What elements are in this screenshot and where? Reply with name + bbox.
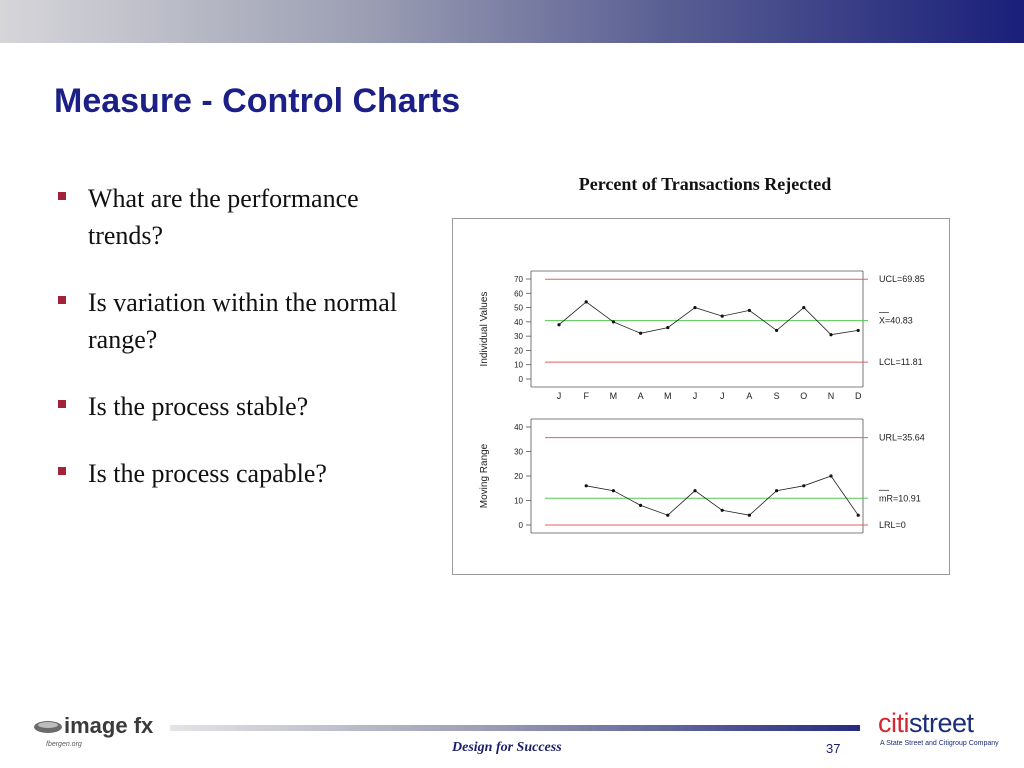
individuals-y-tick-label: 20: [514, 346, 523, 355]
individuals-reference-label: UCL=69.85: [879, 274, 925, 284]
imagefx-logo-sub: fbergen.org: [46, 741, 82, 748]
bullet-item: Is variation within the normal range?: [58, 284, 398, 358]
moving-range-data-point: [775, 489, 779, 493]
individuals-y-axis-label: Individual Values: [479, 292, 490, 367]
bullet-item: Is the process stable?: [58, 388, 398, 425]
individuals-data-point: [611, 320, 615, 324]
individuals-x-tick-label: J: [693, 391, 698, 401]
imagefx-logo-graphic: image fx fbergen.org: [34, 713, 154, 748]
individuals-data-point: [747, 308, 751, 313]
individuals-x-tick-label: S: [774, 391, 780, 401]
bullet-text: Is variation within the normal range?: [88, 288, 398, 354]
individuals-x-tick-label: A: [746, 391, 752, 401]
individuals-data-point: [775, 328, 779, 333]
individuals-reference-label: LCL=11.81: [879, 357, 923, 367]
individuals-x-tick-label: N: [828, 391, 835, 401]
moving-range-data-point: [802, 484, 806, 488]
individuals-y-tick-label: 0: [519, 375, 524, 384]
citistreet-wordmark-part1: citi: [878, 708, 910, 738]
moving-range-y-tick-label: 10: [514, 497, 523, 506]
bullet-item: Is the process capable?: [58, 455, 398, 492]
bullet-square-icon: [58, 192, 66, 200]
citistreet-wordmark-part2: street: [909, 708, 974, 738]
moving-range-data-point: [829, 474, 833, 478]
moving-range-data-point: [747, 513, 751, 517]
individuals-y-tick-label: 70: [514, 275, 523, 284]
individuals-data-point: [720, 314, 724, 318]
footer-gradient-line: [170, 725, 860, 731]
individuals-x-tick-label: M: [610, 391, 618, 401]
moving-range-data-point: [611, 489, 615, 493]
individuals-data-point: [829, 333, 833, 337]
moving-range-y-tick-label: 0: [519, 521, 524, 530]
individuals-data-point: [666, 325, 670, 330]
individuals-data-point: [802, 305, 806, 310]
bullet-list: What are the performance trends? Is vari…: [58, 180, 398, 522]
individuals-data-point: [584, 300, 588, 304]
bullet-square-icon: [58, 467, 66, 475]
bullet-square-icon: [58, 296, 66, 304]
individuals-y-tick-label: 30: [514, 332, 523, 341]
individuals-x-tick-label: M: [664, 391, 672, 401]
control-chart-svg: 0 10 20 30 40 50 60 70 Individual Values UCL=69.8…: [479, 270, 925, 534]
moving-range-data-point: [584, 484, 588, 488]
bullet-text: Is the process capable?: [88, 459, 327, 488]
citistreet-logo: citistreet A State Street and Citigroup …: [878, 706, 1018, 756]
individuals-y-tick-label: 50: [514, 304, 523, 313]
individuals-x-tick-label: J: [557, 391, 562, 401]
individuals-reference-label: X=40.83: [879, 316, 913, 326]
citistreet-wordmark: citistreet: [878, 708, 974, 739]
individuals-y-tick-label: 10: [514, 361, 523, 370]
moving-range-y-tick-label: 20: [514, 472, 523, 481]
moving-range-data-point: [720, 508, 724, 512]
moving-range-reference-label: URL=35.64: [879, 433, 925, 443]
individuals-y-tick-label: 60: [514, 289, 523, 298]
moving-range-y-tick-label: 40: [514, 423, 523, 432]
page-number: 37: [826, 741, 841, 756]
moving-range-data-point: [666, 513, 670, 517]
slide-title: Measure - Control Charts: [54, 82, 461, 120]
moving-range-y-tick-label: 30: [514, 448, 523, 457]
imagefx-logo: image fx fbergen.org: [30, 698, 170, 758]
control-chart-frame: 0 10 20 30 40 50 60 70 Individual Values UCL=69.8…: [452, 218, 950, 575]
individuals-x-tick-label: F: [583, 391, 589, 401]
moving-range-data-point: [693, 489, 697, 493]
moving-range-reference-label: mR=10.91: [879, 493, 921, 503]
bullet-item: What are the performance trends?: [58, 180, 398, 254]
moving-range-reference-label: LRL=0: [879, 520, 906, 530]
individuals-data-point: [693, 305, 697, 310]
footer-text: Design for Success: [452, 740, 562, 755]
individuals-data-point: [639, 331, 643, 335]
chart-title: Percent of Transactions Rejected: [578, 174, 832, 194]
bullet-text: What are the performance trends?: [88, 184, 359, 250]
imagefx-logo-word: image fx: [64, 713, 154, 738]
moving-range-y-axis-label: Moving Range: [479, 443, 490, 508]
individuals-x-tick-label: A: [638, 391, 644, 401]
individuals-data-point: [557, 323, 561, 327]
individuals-x-tick-label: D: [855, 391, 862, 401]
bullet-text: Is the process stable?: [88, 392, 309, 421]
individuals-x-tick-label: O: [800, 391, 807, 401]
moving-range-data-point: [856, 513, 860, 517]
individuals-data-point: [856, 328, 860, 333]
citistreet-tagline: A State Street and Citigroup Company: [880, 740, 999, 747]
bullet-square-icon: [58, 400, 66, 408]
individuals-x-tick-label: J: [720, 391, 725, 401]
individuals-series-line: [558, 301, 859, 336]
top-gradient-bar: [0, 0, 1024, 43]
moving-range-data-point: [639, 503, 643, 507]
individuals-y-tick-label: 40: [514, 318, 523, 327]
